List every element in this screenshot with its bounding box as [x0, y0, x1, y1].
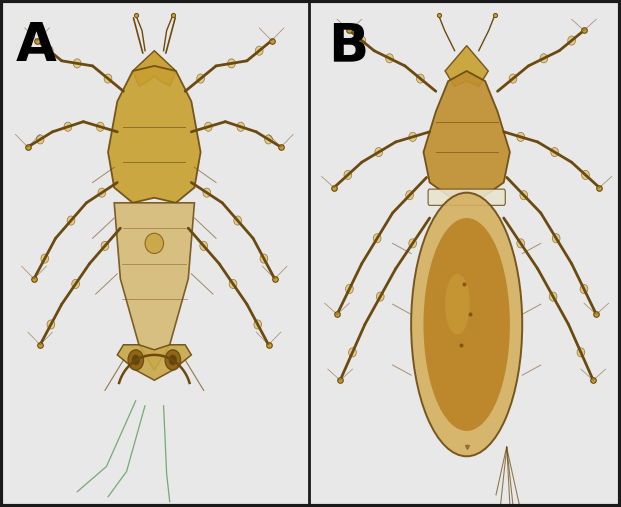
Polygon shape — [114, 203, 194, 370]
Ellipse shape — [551, 148, 558, 157]
Ellipse shape — [41, 254, 48, 263]
Ellipse shape — [197, 74, 204, 83]
Ellipse shape — [73, 59, 81, 68]
Ellipse shape — [424, 218, 510, 431]
Polygon shape — [445, 46, 488, 86]
Ellipse shape — [237, 122, 245, 131]
Ellipse shape — [417, 74, 424, 83]
Ellipse shape — [375, 148, 383, 157]
Ellipse shape — [358, 36, 366, 45]
Ellipse shape — [549, 292, 557, 301]
Ellipse shape — [577, 348, 585, 357]
Ellipse shape — [409, 132, 417, 141]
Ellipse shape — [233, 216, 242, 225]
Ellipse shape — [411, 193, 522, 456]
Ellipse shape — [145, 233, 163, 254]
Ellipse shape — [165, 350, 181, 370]
Ellipse shape — [376, 292, 384, 301]
Ellipse shape — [406, 191, 414, 200]
Ellipse shape — [260, 254, 268, 263]
Ellipse shape — [568, 36, 576, 45]
Text: A: A — [16, 20, 57, 73]
Ellipse shape — [552, 234, 560, 243]
Ellipse shape — [344, 170, 351, 179]
Ellipse shape — [101, 241, 109, 250]
Ellipse shape — [200, 241, 207, 250]
Ellipse shape — [204, 122, 212, 131]
Ellipse shape — [96, 122, 104, 131]
Ellipse shape — [540, 54, 548, 63]
Ellipse shape — [373, 234, 381, 243]
Ellipse shape — [72, 279, 79, 288]
Ellipse shape — [104, 74, 112, 83]
Ellipse shape — [509, 74, 517, 83]
Ellipse shape — [64, 122, 72, 131]
Ellipse shape — [254, 320, 261, 329]
Polygon shape — [108, 66, 201, 203]
Text: B: B — [328, 20, 368, 73]
Ellipse shape — [517, 239, 525, 248]
Polygon shape — [117, 345, 191, 380]
Ellipse shape — [169, 355, 177, 365]
Polygon shape — [133, 51, 176, 86]
Ellipse shape — [229, 279, 237, 288]
Ellipse shape — [228, 59, 235, 68]
Ellipse shape — [47, 320, 55, 329]
Ellipse shape — [45, 46, 53, 55]
Ellipse shape — [345, 284, 353, 294]
FancyArrowPatch shape — [166, 18, 175, 53]
Ellipse shape — [409, 239, 417, 248]
Ellipse shape — [203, 188, 211, 197]
Ellipse shape — [520, 191, 528, 200]
Ellipse shape — [580, 284, 588, 294]
Ellipse shape — [445, 274, 469, 335]
Ellipse shape — [386, 54, 393, 63]
Ellipse shape — [67, 216, 75, 225]
FancyBboxPatch shape — [428, 189, 505, 205]
Ellipse shape — [98, 188, 106, 197]
Ellipse shape — [265, 135, 273, 144]
Ellipse shape — [128, 350, 143, 370]
Ellipse shape — [348, 348, 356, 357]
Ellipse shape — [582, 170, 589, 179]
Ellipse shape — [517, 132, 525, 141]
Polygon shape — [424, 71, 510, 198]
Ellipse shape — [36, 135, 44, 144]
Ellipse shape — [132, 355, 140, 365]
Ellipse shape — [255, 46, 263, 55]
FancyArrowPatch shape — [134, 18, 143, 53]
